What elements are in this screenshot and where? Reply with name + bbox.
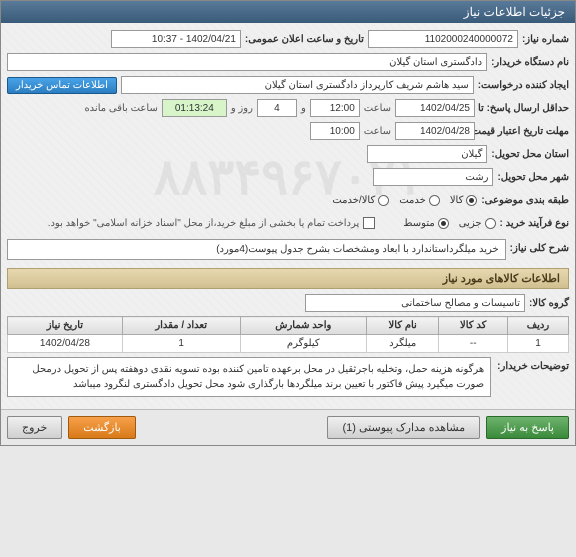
price-valid-date: 1402/04/28	[395, 122, 475, 140]
category-radio-group: کالا خدمت کالا/خدمت	[332, 195, 477, 206]
table-cell: 1402/04/28	[8, 335, 123, 353]
category-option-goods_service[interactable]: کالا/خدمت	[332, 195, 389, 206]
deadline-time-label: ساعت	[364, 103, 391, 114]
creator-value: سید هاشم شریف کارپرداز دادگستری استان گی…	[121, 76, 474, 94]
group-label: گروه کالا:	[529, 298, 569, 309]
province-label: استان محل تحویل:	[491, 149, 569, 160]
radio-dot-icon	[485, 218, 496, 229]
process-option-small[interactable]: جزیی	[459, 218, 496, 229]
deadline-days-label: روز و	[231, 103, 253, 114]
items-table-body: 1--میلگردکیلوگرم11402/04/28	[8, 335, 569, 353]
column-header: نام کالا	[366, 317, 438, 335]
footer-buttons: پاسخ به نیاز مشاهده مدارک پیوستی (1) باز…	[1, 409, 575, 445]
exit-button[interactable]: خروج	[7, 416, 62, 439]
payment-note-checkbox[interactable]	[363, 217, 375, 229]
column-header: ردیف	[507, 317, 568, 335]
deadline-and: و	[301, 103, 306, 114]
radio-label: کالا	[450, 195, 464, 206]
column-header: کد کالا	[439, 317, 508, 335]
radio-label: جزیی	[459, 218, 482, 229]
items-section-header: اطلاعات کالاهای مورد نیاز	[7, 268, 569, 289]
category-label: طبقه بندی موضوعی:	[481, 195, 569, 206]
radio-dot-icon	[438, 218, 449, 229]
process-radio-group: جزیی متوسط	[403, 218, 495, 229]
process-option-medium[interactable]: متوسط	[403, 218, 448, 229]
contact-buyer-button[interactable]: اطلاعات تماس خریدار	[7, 77, 117, 94]
column-header: تاریخ نیاز	[8, 317, 123, 335]
payment-note-text: پرداخت تمام یا بخشی از مبلغ خرید،از محل …	[48, 218, 360, 229]
announce-dt-label: تاریخ و ساعت اعلان عمومی:	[245, 34, 364, 45]
deadline-label: حداقل ارسال پاسخ: تا تاریخ:	[479, 103, 569, 114]
deadline-remaining: 01:13:24	[162, 99, 227, 117]
table-row[interactable]: 1--میلگردکیلوگرم11402/04/28	[8, 335, 569, 353]
deadline-days: 4	[257, 99, 297, 117]
request-no-value: 1102000240000072	[368, 30, 518, 48]
category-option-service[interactable]: خدمت	[399, 195, 440, 206]
price-valid-time: 10:00	[310, 122, 360, 140]
window: جزئیات اطلاعات نیاز ۸۸۳۴۹۶۷۰۲۱ شماره نیا…	[0, 0, 576, 446]
buyer-notes-text: هرگونه هزینه حمل، وتخلیه باجرثقیل در محل…	[7, 357, 491, 397]
table-cell: 1	[507, 335, 568, 353]
summary-label: شرح کلی نیاز:	[510, 239, 569, 254]
attachments-button[interactable]: مشاهده مدارک پیوستی (1)	[327, 416, 480, 439]
creator-label: ایجاد کننده درخواست:	[478, 80, 569, 91]
table-cell: --	[439, 335, 508, 353]
group-value: تاسیسات و مصالح ساختمانی	[305, 294, 525, 312]
table-cell: کیلوگرم	[240, 335, 366, 353]
process-label: نوع فرآیند خرید :	[500, 218, 569, 229]
summary-text: خرید میلگرداستاندارد با ابعاد ومشخصات بش…	[7, 239, 506, 260]
radio-dot-icon	[466, 195, 477, 206]
table-cell: 1	[122, 335, 240, 353]
price-valid-label: مهلت تاریخ اعتبار قیمت: تا تاریخ:	[479, 126, 569, 137]
respond-button[interactable]: پاسخ به نیاز	[486, 416, 569, 439]
price-valid-time-label: ساعت	[364, 126, 391, 137]
announce-dt-value: 1402/04/21 - 10:37	[111, 30, 241, 48]
deadline-date: 1402/04/25	[395, 99, 475, 117]
column-header: تعداد / مقدار	[122, 317, 240, 335]
buyer-org-label: نام دستگاه خریدار:	[491, 57, 569, 68]
window-title: جزئیات اطلاعات نیاز	[1, 1, 575, 23]
province-value: گیلان	[367, 145, 487, 163]
radio-label: خدمت	[399, 195, 426, 206]
radio-dot-icon	[378, 195, 389, 206]
radio-label: کالا/خدمت	[332, 195, 375, 206]
buyer-org-value: دادگستری استان گیلان	[7, 53, 487, 71]
radio-label: متوسط	[403, 218, 434, 229]
content-area: ۸۸۳۴۹۶۷۰۲۱ شماره نیاز: 1102000240000072 …	[1, 23, 575, 409]
column-header: واحد شمارش	[240, 317, 366, 335]
items-table: ردیفکد کالانام کالاواحد شمارشتعداد / مقد…	[7, 316, 569, 353]
back-button[interactable]: بازگشت	[68, 416, 136, 439]
items-table-header-row: ردیفکد کالانام کالاواحد شمارشتعداد / مقد…	[8, 317, 569, 335]
city-value: رشت	[373, 168, 493, 186]
table-cell: میلگرد	[366, 335, 438, 353]
radio-dot-icon	[429, 195, 440, 206]
buyer-notes-label: توضیحات خریدار:	[497, 357, 569, 372]
deadline-time: 12:00	[310, 99, 360, 117]
city-label: شهر محل تحویل:	[497, 172, 569, 183]
request-no-label: شماره نیاز:	[522, 34, 569, 45]
category-option-goods[interactable]: کالا	[450, 195, 478, 206]
deadline-remaining-label: ساعت باقی مانده	[84, 103, 157, 114]
